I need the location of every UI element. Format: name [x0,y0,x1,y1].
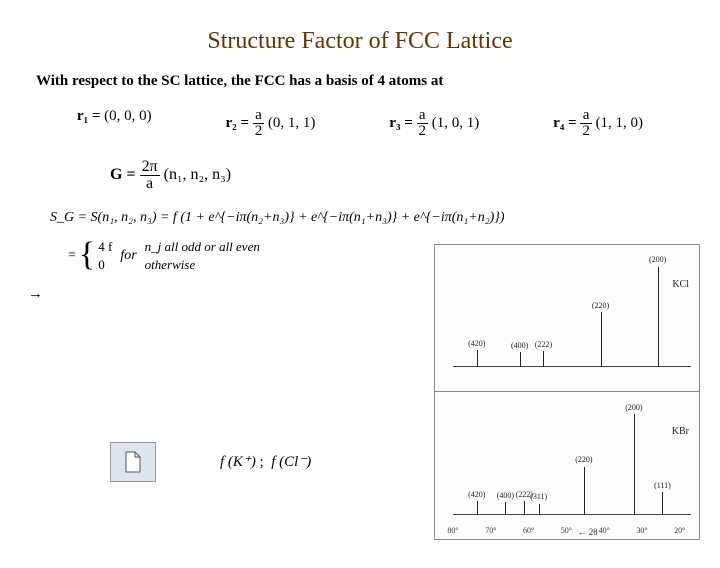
r2-num: a [253,108,265,124]
subtitle: With respect to the SC lattice, the FCC … [36,73,720,90]
atomic-form-factors: f (K⁺) ; f (Cl⁻) [220,452,311,471]
r4-den: 2 [580,124,592,139]
diffraction-peak [520,352,521,367]
r1-lhs: r₁ = [77,108,100,124]
peak-label: (200) [649,255,666,264]
r3-den: 2 [417,124,429,139]
sample-label: KCl [672,279,689,290]
xaxis-ticks: 80°70°60°50°40°30°20° [453,526,691,535]
g-lhs: G = [110,166,136,183]
embedded-object-placeholder [110,442,156,482]
peak-label: (420) [468,339,485,348]
r2-vec: (0, 1, 1) [268,115,316,131]
r1-rhs: (0, 0, 0) [104,108,152,124]
peak-label: (111) [654,481,671,490]
basis-vectors-row: r₁ = (0, 0, 0) r₂ = a2 (0, 1, 1) r₃ = a2… [40,108,680,139]
r2-lhs: r₂ = [225,115,248,131]
diffraction-peak [634,414,635,515]
r4-vec: (1, 1, 0) [596,115,644,131]
peak-label: (220) [575,455,592,464]
diffraction-panel-KCl: (420) (400) (222) (220) (200) KCl [435,245,699,392]
page-title: Structure Factor of FCC Lattice [0,28,720,55]
diffraction-peak [584,467,585,515]
peak-label: (400) [511,341,528,350]
diffraction-peak [662,492,663,515]
diffraction-peak [543,351,544,367]
r1: r₁ = (0, 0, 0) [77,108,152,139]
g-formula: G = 2πa (n₁, n₂, n₃) [110,159,720,192]
r4-num: a [580,108,592,124]
case-bot-val: 0 [98,256,112,274]
xaxis-label: ← 2θ [578,527,598,537]
diffraction-peak [505,502,506,515]
diffraction-peak [477,501,478,515]
f-kplus: f (K⁺) [220,454,256,470]
r4: r₄ = a2 (1, 1, 0) [553,108,643,139]
r3-lhs: r₃ = [389,115,412,131]
r2: r₂ = a2 (0, 1, 1) [225,108,315,139]
f-clminus: f (Cl⁻) [271,454,311,470]
peak-label: (420) [468,490,485,499]
r3: r₃ = a2 (1, 0, 1) [389,108,479,139]
sample-label: KBr [672,426,689,437]
g-rhs: (n₁, n₂, n₃) [164,166,231,183]
r4-lhs: r₄ = [553,115,576,131]
diffraction-peak [658,267,659,367]
peak-label: (311) [530,492,547,501]
diffraction-panel-KBr: (420)(400)(222)(311)(220)(200)(111)KBr80… [435,392,699,539]
g-den: a [140,176,160,192]
r3-num: a [417,108,429,124]
r3-vec: (1, 0, 1) [432,115,480,131]
sep: ; [260,454,264,470]
implies-arrow: → [28,286,43,303]
structure-factor-formula: S_G = S(n₁, n₂, n₃) = f (1 + e^{−iπ(n₂+n… [50,210,720,226]
peak-label: (400) [497,491,514,500]
diffraction-figure: (420) (400) (222) (220) (200) KCl (420) (400) (2… [434,244,700,540]
peak-label: (200) [625,403,642,412]
case-for: for [120,248,136,264]
g-num: 2π [140,159,160,176]
case-eq: = [68,248,76,264]
diffraction-peak [477,350,478,367]
diffraction-peak [601,312,602,367]
case-cond-bot: otherwise [145,257,196,272]
left-brace-icon: { [79,240,95,271]
peak-label: (220) [592,301,609,310]
case-cond-top: n_j all odd or all even [145,239,260,254]
diffraction-peak [539,504,540,516]
peak-label: (222) [535,340,552,349]
r2-den: 2 [253,124,265,139]
diffraction-peak [524,501,525,515]
document-icon [124,451,142,473]
case-top-val: 4 f [98,238,112,256]
